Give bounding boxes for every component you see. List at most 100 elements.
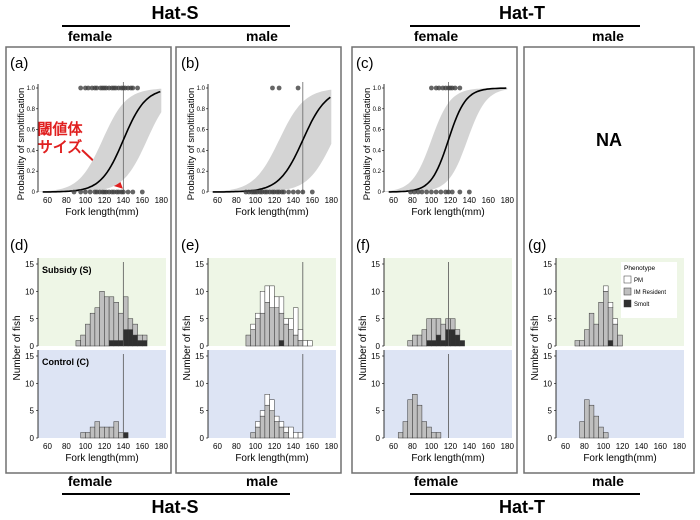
histogram-bar-smolt	[278, 340, 285, 347]
data-point	[120, 189, 126, 195]
x-tick-label: 80	[232, 196, 241, 205]
data-point	[415, 189, 421, 195]
data-point	[290, 189, 296, 195]
x-axis-label-e: Fork length(mm)	[235, 453, 308, 464]
y-tick-label: 0	[376, 342, 381, 351]
data-point	[135, 85, 140, 91]
x-axis-label-g: Fork length(mm)	[583, 453, 656, 464]
y-tick-label: 10	[543, 379, 552, 388]
x-tick-label: 60	[389, 196, 398, 205]
histogram-bar-im-resident	[113, 421, 119, 439]
histogram-bar-pm	[274, 415, 280, 422]
y-tick-label: 15	[195, 260, 204, 269]
x-tick-label: 100	[425, 196, 439, 205]
x-axis-label-b: Fork length(mm)	[235, 207, 308, 218]
histogram-bar-im-resident	[99, 426, 105, 439]
y-tick-label: 5	[200, 315, 205, 324]
x-tick-label: 160	[306, 196, 320, 205]
histogram-bar-im-resident	[283, 432, 289, 439]
bottom-female-label-s: female	[68, 473, 113, 489]
histogram-bar-pm	[278, 421, 285, 428]
histogram-bar-im-resident	[259, 312, 266, 347]
histogram-bar-pm	[278, 296, 285, 314]
histogram-bar-im-resident	[269, 307, 275, 347]
x-tick-label: 80	[408, 442, 417, 451]
top-female-label-t: female	[414, 28, 459, 44]
histogram-bar-pm	[259, 410, 266, 417]
panel-label-b: (b)	[181, 55, 199, 72]
data-point	[419, 189, 425, 195]
histogram-bar-im-resident	[579, 340, 585, 347]
panel-b: (b) 0 0.2 0.4 0.6 0.8 1.0 60 80 100 120 140 160 180 Fo…	[181, 55, 338, 218]
panel-d: (d) 0 5 10 15 Subsidy (S) 0 5 10 15 Control (C) 60 8…	[10, 237, 168, 464]
data-point	[270, 85, 275, 91]
histogram-bar-im-resident	[85, 323, 91, 347]
histogram-bar-pm	[255, 421, 261, 428]
histogram-bar-im-resident	[142, 334, 148, 341]
x-tick-label: 180	[325, 442, 339, 451]
histogram-bar-im-resident	[94, 421, 100, 439]
subsidy-label-d: Subsidy (S)	[42, 265, 92, 275]
panel-label-c: (c)	[356, 55, 374, 72]
histogram-bar-im-resident	[278, 312, 285, 341]
histogram-bar-im-resident	[264, 302, 270, 347]
y-tick-label: 10	[25, 287, 34, 296]
x-tick-label: 100	[597, 442, 611, 451]
histogram-bar-im-resident	[588, 312, 595, 347]
histogram-bar-im-resident	[412, 334, 418, 347]
y-tick-label: 10	[25, 379, 34, 388]
x-tick-label: 120	[444, 442, 458, 451]
y-tick-label: 0	[32, 190, 36, 196]
y-tick-label: 15	[371, 260, 380, 269]
y-tick-label: 0	[200, 342, 205, 351]
y-tick-label: 5	[376, 407, 381, 416]
data-point	[457, 189, 463, 195]
histogram-bar-im-resident	[80, 432, 86, 439]
y-tick-label: 0	[200, 434, 205, 443]
histogram-bar-im-resident	[598, 302, 604, 347]
histogram-bar-im-resident	[123, 296, 129, 330]
panel-label-d: (d)	[10, 237, 28, 254]
x-tick-label: 140	[463, 196, 477, 205]
frame-hat-s-male	[175, 46, 342, 474]
x-tick-label: 100	[249, 196, 263, 205]
histogram-bar-im-resident	[255, 318, 261, 347]
y-axis-label-e: Number of fish	[182, 315, 193, 380]
x-axis-label-c: Fork length(mm)	[411, 207, 484, 218]
control-background-d	[38, 350, 166, 438]
histogram-bar-pm	[283, 318, 289, 325]
histogram-bar-im-resident	[274, 307, 280, 347]
ci-band-b	[208, 89, 332, 192]
top-female-label-s: female	[68, 28, 113, 44]
x-tick-label: 160	[136, 442, 150, 451]
histogram-bar-pm	[259, 291, 266, 314]
histogram-bar-im-resident	[250, 329, 256, 347]
data-point	[466, 189, 472, 195]
data-point	[276, 85, 282, 91]
histogram-bar-im-resident	[579, 421, 585, 439]
y-axis-label-f: Number of fish	[358, 315, 369, 380]
histogram-bar-im-resident	[603, 432, 609, 439]
data-point	[125, 189, 131, 195]
histogram-bar-im-resident	[94, 307, 100, 347]
histogram-bar-smolt	[440, 340, 446, 347]
histogram-bar-im-resident	[416, 334, 423, 347]
frame-hat-s-female	[5, 46, 172, 474]
x-tick-label: 60	[561, 442, 570, 451]
y-tick-label: 0.8	[373, 107, 382, 113]
y-axis-label-b: Probability of smoltification	[186, 88, 197, 200]
top-male-label-s: male	[246, 28, 278, 44]
y-tick-label: 15	[25, 260, 34, 269]
histogram-bar-im-resident	[593, 415, 599, 439]
x-tick-label: 120	[444, 196, 458, 205]
histogram-bar-im-resident	[104, 296, 110, 347]
data-point	[83, 189, 88, 195]
top-hat-t-label: Hat-T	[499, 3, 545, 23]
histogram-bar-pm	[612, 318, 618, 325]
na-label: NA	[596, 130, 622, 150]
y-tick-label: 10	[371, 379, 380, 388]
data-point	[429, 85, 434, 91]
histogram-bar-im-resident	[421, 421, 427, 439]
panel-label-f: (f)	[356, 237, 370, 254]
